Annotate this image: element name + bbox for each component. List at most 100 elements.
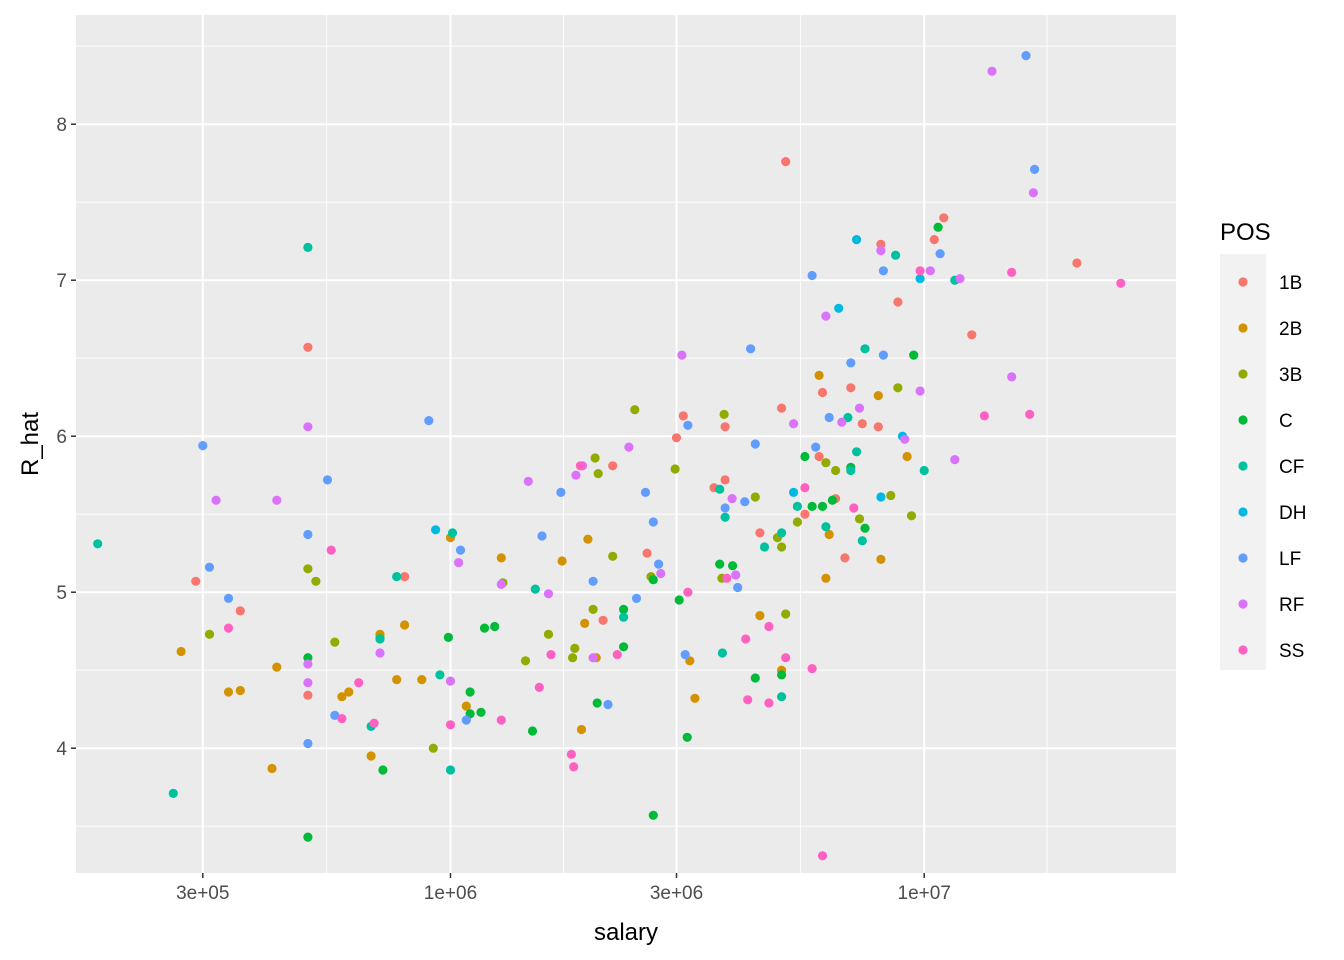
point-LF [824, 412, 834, 423]
point-CF [375, 634, 385, 644]
point-2B [824, 529, 834, 540]
point-3B [670, 464, 680, 474]
point-RF [445, 676, 456, 686]
point-DH [915, 274, 925, 284]
point-CF [619, 612, 629, 622]
legend-label-C: C [1279, 411, 1293, 432]
point-RF [523, 476, 533, 486]
point-1B [235, 606, 245, 616]
point-2B [267, 763, 277, 774]
point-1B [191, 576, 201, 586]
point-1B [893, 297, 903, 307]
point-3B [568, 653, 578, 663]
point-SS [369, 718, 379, 728]
point-RF [543, 589, 554, 599]
point-SS [546, 650, 556, 660]
point-CF [852, 447, 862, 457]
point-LF [223, 593, 234, 604]
point-3B [831, 465, 841, 476]
legend-label-DH: DH [1279, 503, 1306, 524]
point-2B [755, 611, 765, 621]
point-C [476, 707, 486, 717]
point-SS [337, 714, 347, 724]
legend-label-CF: CF [1279, 457, 1304, 478]
point-1B [1072, 258, 1082, 268]
point-2B [902, 451, 912, 462]
point-SS [534, 682, 544, 693]
point-3B [630, 405, 640, 415]
point-LF [537, 531, 547, 541]
point-C [933, 222, 943, 232]
point-3B [543, 629, 554, 639]
point-CF [168, 788, 178, 799]
point-3B [204, 629, 215, 639]
point-C [592, 698, 602, 708]
point-CF [720, 512, 730, 522]
point-C [648, 575, 658, 585]
point-2B [821, 573, 831, 583]
point-1B [800, 509, 810, 519]
point-C [860, 523, 870, 533]
series-1B [191, 157, 1082, 700]
point-C [750, 673, 760, 683]
point-LF [603, 699, 613, 710]
point-LF [1030, 164, 1040, 174]
point-CF [445, 765, 456, 775]
point-RF [211, 495, 221, 505]
point-C [682, 732, 692, 742]
y-tick-label: 7 [56, 271, 67, 292]
x-axis-title: salary [594, 919, 658, 946]
point-LF [807, 270, 817, 281]
point-1B [608, 461, 618, 471]
point-1B [400, 572, 410, 582]
point-2B [690, 693, 700, 703]
point-RF [1028, 188, 1038, 198]
point-1B [939, 213, 949, 223]
point-1B [817, 387, 828, 398]
point-RF [496, 579, 506, 590]
point-RF [588, 653, 598, 663]
point-LF [461, 715, 471, 725]
x-axis: 3e+05 1e+06 3e+06 1e+07 [176, 873, 951, 904]
point-2B [873, 391, 883, 401]
y-axis: 4 5 6 7 8 [56, 115, 76, 760]
point-1B [755, 528, 765, 538]
point-SS [445, 720, 456, 730]
legend-title: POS [1220, 219, 1271, 246]
legend-label-2B: 2B [1279, 319, 1302, 340]
point-CF [530, 584, 540, 594]
legend-key-2B [1238, 323, 1248, 333]
point-1B [598, 615, 608, 625]
series-C [303, 222, 943, 842]
point-1B [678, 411, 688, 421]
legend-key-3B [1238, 369, 1248, 379]
point-LF [750, 439, 760, 449]
legend-key-DH [1238, 507, 1248, 517]
point-RF [727, 494, 737, 504]
point-SS [1116, 278, 1126, 288]
point-LF [683, 420, 693, 430]
point-3B [303, 564, 313, 574]
point-1B [814, 451, 824, 462]
point-CF [717, 648, 728, 658]
point-RF [624, 442, 634, 452]
point-DH [852, 235, 862, 245]
point-RF [375, 648, 385, 658]
point-SS [781, 653, 791, 663]
point-CF [792, 501, 803, 511]
point-1B [967, 330, 977, 340]
legend-key-SS [1238, 645, 1248, 655]
point-DH [876, 492, 886, 502]
point-2B [576, 724, 587, 735]
point-2B [272, 662, 282, 672]
legend-label-SS: SS [1279, 641, 1304, 662]
point-RF [303, 678, 313, 688]
point-SS [569, 762, 579, 772]
point-SS [496, 715, 506, 725]
y-tick-label: 8 [56, 115, 67, 136]
point-RF [272, 495, 282, 505]
legend-label-1B: 1B [1279, 273, 1302, 294]
point-CF [392, 572, 402, 582]
point-1B [876, 239, 886, 249]
point-1B [840, 553, 850, 563]
